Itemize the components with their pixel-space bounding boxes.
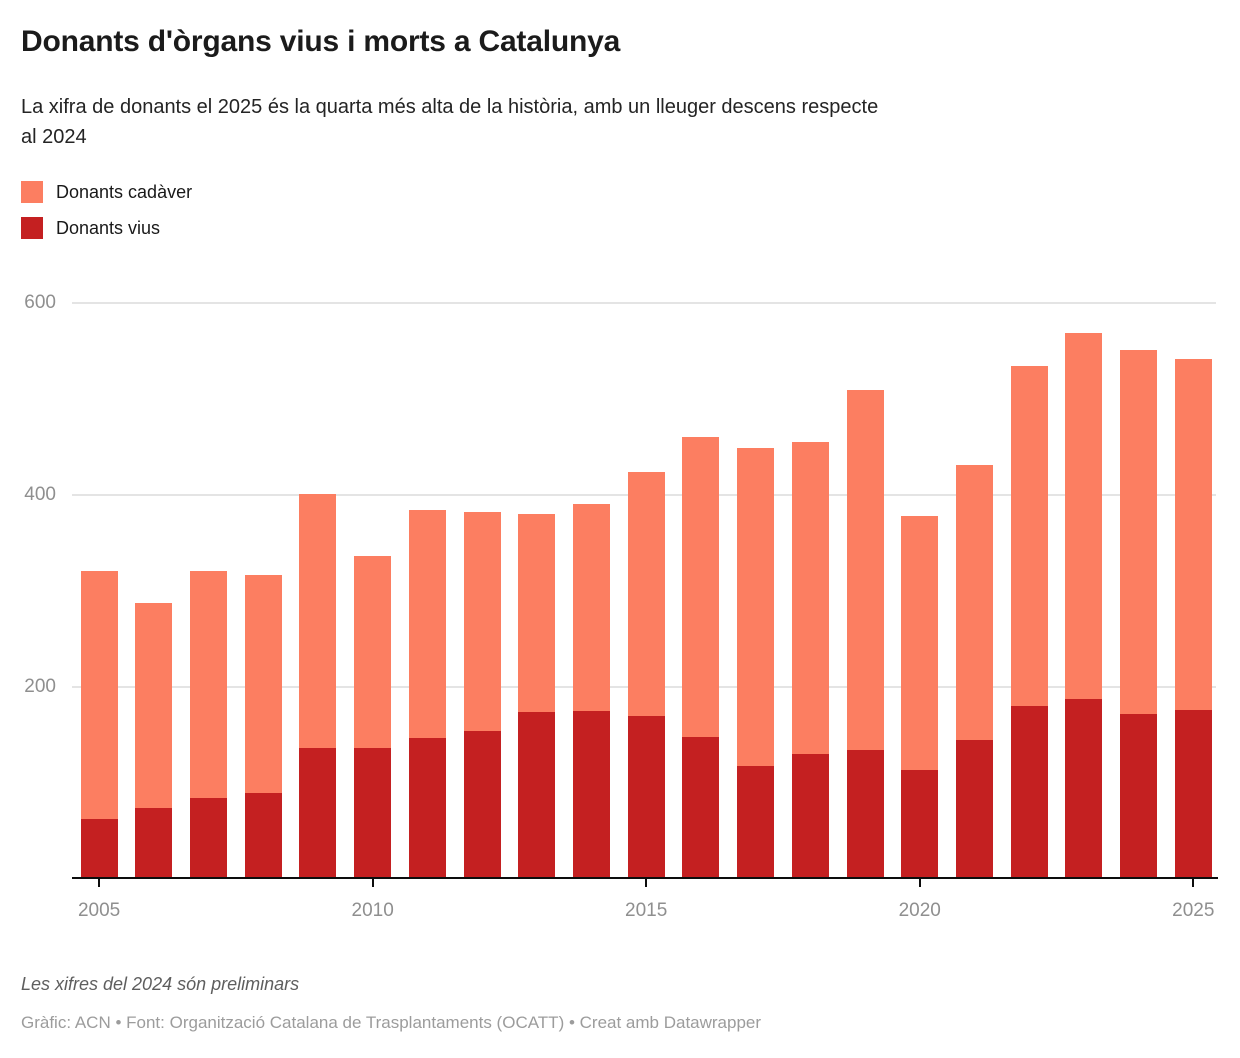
bar-2020-cadaver-segment[interactable] — [901, 516, 939, 770]
bar-2025-vius-segment[interactable] — [1174, 710, 1212, 879]
bar-2005-vius-segment[interactable] — [80, 819, 118, 879]
bar-2008[interactable] — [244, 575, 282, 879]
bar-2013-vius-segment[interactable] — [518, 712, 556, 879]
y-axis-label-200: 200 — [24, 676, 56, 697]
gridline-600 — [72, 302, 1216, 304]
bar-2010-vius-segment[interactable] — [354, 748, 392, 879]
bar-2014-cadaver-segment[interactable] — [572, 504, 610, 711]
bar-2009-cadaver-segment[interactable] — [299, 494, 337, 748]
bar-2007-vius-segment[interactable] — [190, 798, 228, 879]
bar-2015-cadaver-segment[interactable] — [627, 472, 665, 716]
bar-2011[interactable] — [408, 510, 446, 879]
bar-2023-cadaver-segment[interactable] — [1065, 333, 1103, 699]
bar-2017[interactable] — [737, 448, 775, 879]
bar-2018-cadaver-segment[interactable] — [791, 442, 829, 754]
legend-swatch-donants-vius — [21, 217, 43, 239]
bar-2006-vius-segment[interactable] — [135, 808, 173, 879]
bar-2006[interactable] — [135, 603, 173, 879]
bar-2019-vius-segment[interactable] — [846, 750, 884, 879]
bar-2007[interactable] — [190, 571, 228, 879]
bar-2008-vius-segment[interactable] — [244, 793, 282, 879]
bar-2012-vius-segment[interactable] — [463, 731, 501, 879]
bar-2016-vius-segment[interactable] — [682, 737, 720, 879]
chart-title: Donants d'òrgans vius i morts a Cataluny… — [21, 25, 621, 58]
footnote: Les xifres del 2024 són preliminars — [21, 974, 300, 994]
bar-2021[interactable] — [955, 465, 993, 879]
x-axis-label-2020: 2020 — [898, 900, 941, 921]
bar-2015[interactable] — [627, 472, 665, 879]
y-axis-label-400: 400 — [24, 484, 56, 505]
bar-2011-vius-segment[interactable] — [408, 738, 446, 879]
bar-2024-vius-segment[interactable] — [1120, 714, 1158, 879]
bar-2009-vius-segment[interactable] — [299, 748, 337, 879]
bar-2022-vius-segment[interactable] — [1010, 706, 1048, 879]
bar-2009[interactable] — [299, 494, 337, 879]
bar-2017-vius-segment[interactable] — [737, 766, 775, 879]
bar-2005-cadaver-segment[interactable] — [80, 571, 118, 819]
x-axis-tick-2010 — [371, 879, 374, 887]
x-axis-label-2010: 2010 — [351, 900, 394, 921]
x-axis-tick-2025 — [1192, 879, 1195, 887]
bar-2006-cadaver-segment[interactable] — [135, 603, 173, 808]
bar-2018[interactable] — [791, 442, 829, 879]
bar-2023[interactable] — [1065, 333, 1103, 879]
bar-2020-vius-segment[interactable] — [901, 770, 939, 879]
bar-2013-cadaver-segment[interactable] — [518, 514, 556, 712]
bar-2015-vius-segment[interactable] — [627, 716, 665, 879]
bar-2019[interactable] — [846, 390, 884, 879]
x-axis-tick-2005 — [98, 879, 101, 887]
bar-2016-cadaver-segment[interactable] — [682, 437, 720, 737]
bar-2024[interactable] — [1120, 350, 1158, 879]
x-axis-line — [72, 877, 1218, 879]
bar-2021-vius-segment[interactable] — [955, 740, 993, 879]
bar-2016[interactable] — [682, 437, 720, 879]
bar-2017-cadaver-segment[interactable] — [737, 448, 775, 766]
credit-line: Gràfic: ACN • Font: Organització Catalan… — [21, 1013, 762, 1032]
bar-2018-vius-segment[interactable] — [791, 754, 829, 879]
bar-2014[interactable] — [572, 504, 610, 879]
bar-2014-vius-segment[interactable] — [572, 711, 610, 879]
bar-2022-cadaver-segment[interactable] — [1010, 366, 1048, 706]
bar-2025[interactable] — [1174, 359, 1212, 879]
legend-label-donants-cadaver: Donants cadàver — [56, 182, 193, 202]
x-axis-label-2005: 2005 — [77, 900, 121, 921]
legend-item-donants-cadaver: Donants cadàver — [21, 181, 192, 203]
x-axis-tick-2015 — [645, 879, 648, 887]
bar-2022[interactable] — [1010, 366, 1048, 879]
bar-2011-cadaver-segment[interactable] — [408, 510, 446, 738]
y-axis-label-600: 600 — [24, 292, 56, 313]
x-axis-label-2015: 2015 — [625, 900, 668, 921]
legend-label-donants-vius: Donants vius — [56, 218, 161, 238]
bar-2005[interactable] — [80, 571, 118, 879]
legend: Donants cadàver Donants vius — [21, 181, 192, 253]
bar-2023-vius-segment[interactable] — [1065, 699, 1103, 879]
bar-2007-cadaver-segment[interactable] — [190, 571, 228, 798]
bar-2013[interactable] — [518, 514, 556, 879]
bar-2012[interactable] — [463, 512, 501, 879]
bar-2021-cadaver-segment[interactable] — [955, 465, 993, 740]
bar-2019-cadaver-segment[interactable] — [846, 390, 884, 750]
bar-2012-cadaver-segment[interactable] — [463, 512, 501, 731]
bar-2024-cadaver-segment[interactable] — [1120, 350, 1158, 714]
x-axis-label-2025: 2025 — [1172, 900, 1215, 921]
bar-2010-cadaver-segment[interactable] — [354, 556, 392, 748]
x-axis-tick-2020 — [918, 879, 921, 887]
legend-swatch-donants-cadaver — [21, 181, 43, 203]
bar-2008-cadaver-segment[interactable] — [244, 575, 282, 793]
bar-2020[interactable] — [901, 516, 939, 879]
bar-2010[interactable] — [354, 556, 392, 879]
legend-item-donants-vius: Donants vius — [21, 217, 192, 239]
bar-2025-cadaver-segment[interactable] — [1174, 359, 1212, 710]
chart-subtitle: La xifra de donants el 2025 és la quarta… — [21, 96, 879, 148]
